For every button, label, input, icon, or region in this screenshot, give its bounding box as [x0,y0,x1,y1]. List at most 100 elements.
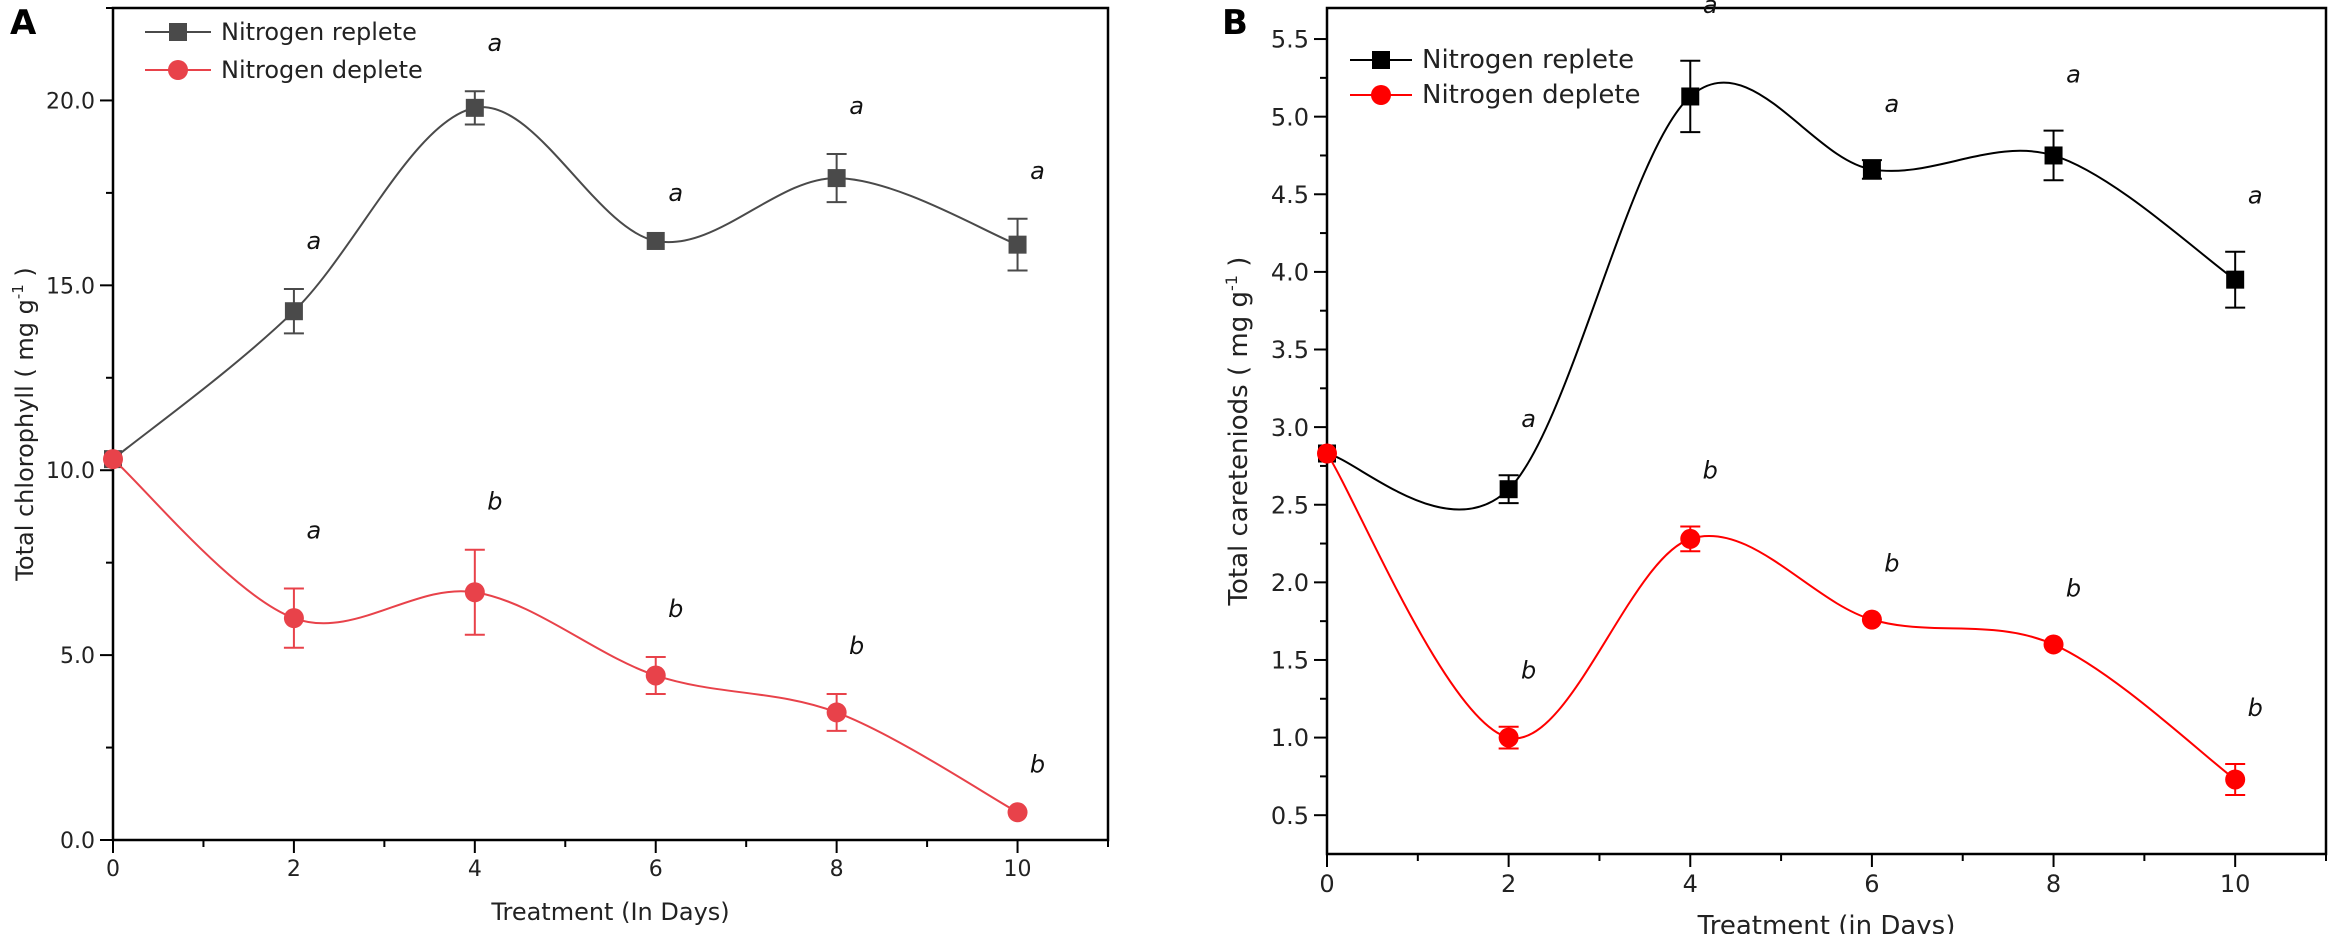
legend-label: Nitrogen replete [1422,45,1634,75]
plot-frame [111,6,1110,842]
panel-b: 0 2 4 6 8 10 0.5 1.0 1.5 2.0 2.5 3.0 3.5 4.0 4.5 5.0 5.5… [1222,0,2328,934]
y-tick-label: 15.0 [46,274,95,299]
significance-letter: b [2248,694,2263,722]
x-tick-label: 8 [830,857,844,882]
significance-letter: a [1521,405,1536,433]
y-tick-label: 2.5 [1271,491,1309,519]
significance-letter: b [1703,456,1718,484]
significance-letter: a [307,517,322,545]
data-point-square [284,302,303,321]
significance-letter: b [2066,574,2081,602]
y-axis-title-main: Total careteniods ( mg g [1224,291,1254,606]
legend-marker-circle [1371,85,1391,105]
y-axis-title-end: ) [1224,257,1254,275]
legend-label: Nitrogen deplete [221,56,423,84]
y-tick-label: 2.0 [1271,569,1309,597]
series-replete: a a a a a Nitrogen replete [104,18,1045,469]
legend-label: Nitrogen deplete [1422,80,1641,110]
significance-letter: b [1884,550,1899,578]
y-tick-label: 4.5 [1271,181,1309,209]
y-tick-label: 4.0 [1271,259,1309,287]
series-replete: a a a a a Nitrogen replete [1318,0,2263,511]
y-tick-label: 5.0 [1271,103,1309,131]
x-tick-label: 6 [649,857,663,882]
data-point-circle [283,608,304,629]
data-point-circle [464,582,485,603]
legend-label: Nitrogen replete [221,18,417,46]
y-tick-label: 10.0 [46,459,95,484]
significance-letter: a [487,29,502,57]
significance-letter: b [1030,750,1045,778]
legend-marker-square [169,23,187,41]
x-tick-label: 0 [106,857,120,882]
series-line [112,106,1018,460]
data-point-circle [2043,634,2064,655]
data-point-circle [645,665,666,686]
data-point-square [646,231,665,250]
series-line [1326,81,2236,511]
series-line [1326,452,2236,781]
significance-letter: a [1885,90,1900,118]
significance-letter: a [2248,182,2263,210]
x-tick-label: 2 [1501,870,1516,898]
data-point-square [2044,146,2063,165]
data-point-square [465,98,484,117]
legend-marker-square [1372,51,1390,69]
significance-letter: a [1030,157,1045,185]
x-tick-label: 2 [287,857,301,882]
significance-letter: a [2066,61,2081,89]
data-point-circle [1317,443,1337,464]
y-axis-title: Total chlorophyll ( mg g-1 ) [9,267,39,581]
series-line [112,458,1019,814]
y-axis-title-end: ) [11,267,39,284]
y-tick-label: 0.5 [1271,802,1309,830]
data-point-circle [826,702,847,723]
series-deplete: a b b b b Nitrogen deplete [103,56,1045,823]
y-axis-title: Total careteniods ( mg g-1 ) [1222,257,1254,607]
x-tick-label: 6 [1864,870,1879,898]
y-tick-label: 5.0 [60,644,95,669]
data-point-square [827,169,846,188]
significance-letter: a [1703,0,1718,19]
y-tick-label: 3.5 [1271,336,1309,364]
y-tick-label: 5.5 [1271,26,1309,54]
legend-marker-circle [168,60,188,80]
significance-letter: b [487,488,502,516]
data-point-circle [1680,528,1701,549]
data-point-square [1681,87,1700,106]
data-point-circle [1007,802,1028,823]
panel-label: A [10,3,37,43]
y-axis-title-superscript: -1 [9,284,27,299]
x-tick-label: 10 [2220,870,2251,898]
data-point-circle [103,449,123,470]
significance-letter: a [849,92,864,120]
x-axis-title: Treatment (in Days) [1697,911,1956,934]
y-tick-label: 0.0 [60,829,95,854]
x-tick-label: 4 [1683,870,1698,898]
x-axis-title: Treatment (In Days) [490,898,729,926]
x-tick-label: 0 [1319,870,1334,898]
data-point-circle [1498,727,1519,748]
panel-a: 0 2 4 6 8 10 0.0 5.0 10.0 15.0 20.0 Treatment (In D… [9,3,1110,926]
y-axis-title-main: Total chlorophyll ( mg g [11,299,39,582]
significance-letter: b [1521,657,1536,685]
data-point-square [1008,235,1027,254]
data-point-circle [2225,769,2246,790]
data-point-square [1862,160,1881,179]
series-deplete: b b b b b Nitrogen deplete [1317,80,2263,797]
significance-letter: b [849,632,864,660]
x-tick-label: 8 [2046,870,2061,898]
y-tick-label: 3.0 [1271,414,1309,442]
y-tick-label: 20.0 [46,89,95,114]
significance-letter: b [668,595,683,623]
significance-letter: a [307,227,322,255]
x-tick-label: 4 [468,857,482,882]
y-axis-title-superscript: -1 [1222,275,1241,291]
y-tick-label: 1.5 [1271,647,1309,675]
y-tick-label: 1.0 [1271,724,1309,752]
data-point-square [2226,270,2245,289]
plot-frame [1325,6,2328,856]
data-point-square [1499,480,1518,499]
